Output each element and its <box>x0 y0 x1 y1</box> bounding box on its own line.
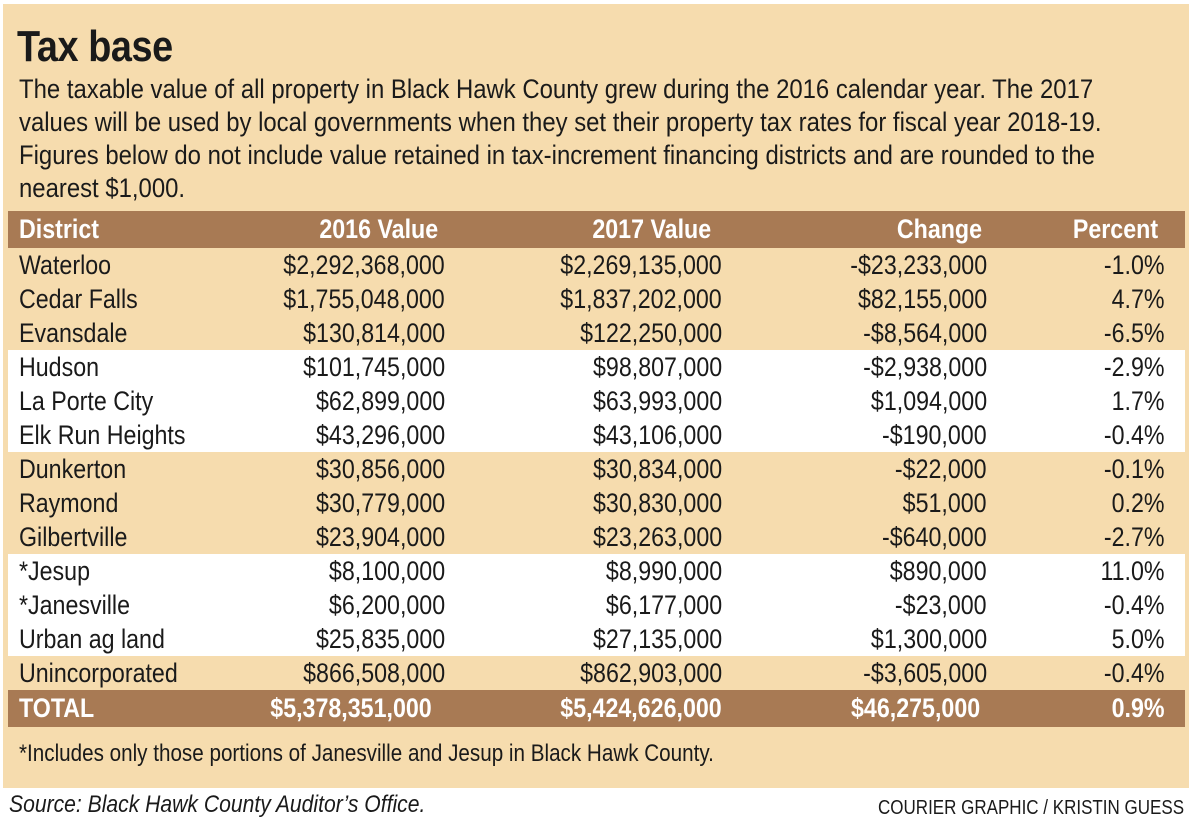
cell-2016-value: $30,779,000 <box>315 487 445 518</box>
table-row: Dunkerton $30,856,000 $30,834,000 -$22,000 -… <box>8 452 1185 486</box>
cell-percent: -6.5% <box>1104 317 1165 348</box>
cell-2016-value: $23,904,000 <box>315 521 445 552</box>
cell-2017-value: $43,106,000 <box>592 419 722 450</box>
cell-2016-value: $2,292,368,000 <box>283 249 445 280</box>
cell-2016-value: $30,856,000 <box>315 453 445 484</box>
table-row: Waterloo $2,292,368,000 $2,269,135,000 -$23… <box>8 248 1185 282</box>
cell-2016-value: $6,200,000 <box>328 589 445 620</box>
source-note: Source: Black Hawk County Auditor’s Offi… <box>9 791 426 818</box>
cell-2016-value: $8,100,000 <box>328 555 445 586</box>
cell-district: La Porte City <box>19 385 154 416</box>
cell-change: -$22,000 <box>895 453 987 484</box>
cell-change: $1,094,000 <box>870 385 987 416</box>
cell-2016-value: $62,899,000 <box>315 385 445 416</box>
cell-district: Waterloo <box>19 249 112 280</box>
total-percent: 0.9% <box>1112 693 1165 723</box>
total-2016-value: $5,378,351,000 <box>270 693 432 723</box>
table-row: La Porte City $62,899,000 $63,993,000 $1,09… <box>8 384 1185 418</box>
table-row: Hudson $101,745,000 $98,807,000 -$2,938,000… <box>8 350 1185 384</box>
cell-change: -$640,000 <box>882 521 987 552</box>
column-header-district: District <box>19 214 100 244</box>
table-total-row: TOTAL $5,378,351,000 $5,424,626,000 $46,… <box>8 690 1185 727</box>
chart-subtitle: The taxable value of all property in Bla… <box>19 74 1102 203</box>
cell-percent: 11.0% <box>1100 555 1165 586</box>
cell-percent: -2.9% <box>1104 351 1165 382</box>
cell-district: Unincorporated <box>19 657 178 688</box>
cell-change: -$2,938,000 <box>863 351 987 382</box>
cell-2017-value: $122,250,000 <box>579 317 722 348</box>
cell-2017-value: $98,807,000 <box>592 351 722 382</box>
column-header-change: Change <box>896 214 982 244</box>
cell-district: Gilbertville <box>19 521 128 552</box>
cell-change: -$23,233,000 <box>850 249 987 280</box>
cell-change: -$8,564,000 <box>863 317 987 348</box>
column-header-2016-value: 2016 Value <box>319 214 438 244</box>
cell-district: Urban ag land <box>19 623 165 654</box>
cell-2016-value: $25,835,000 <box>315 623 445 654</box>
table-header-row: District 2016 Value 2017 Value Change Pe… <box>8 211 1185 248</box>
cell-2016-value: $101,745,000 <box>302 351 445 382</box>
table-row: Gilbertville $23,904,000 $23,263,000 -$640,… <box>8 520 1185 554</box>
chart-title: Tax base <box>17 22 173 71</box>
cell-change: -$23,000 <box>895 589 987 620</box>
table-row: *Jesup $8,100,000 $8,990,000 $890,000 11.0% <box>8 554 1185 588</box>
cell-2016-value: $43,296,000 <box>315 419 445 450</box>
cell-percent: 1.7% <box>1112 385 1165 416</box>
cell-change: $1,300,000 <box>870 623 987 654</box>
cell-2017-value: $30,830,000 <box>592 487 722 518</box>
cell-district: Hudson <box>19 351 100 382</box>
cell-2017-value: $23,263,000 <box>592 521 722 552</box>
cell-2017-value: $862,903,000 <box>579 657 722 688</box>
cell-2016-value: $1,755,048,000 <box>283 283 445 314</box>
table-row: Raymond $30,779,000 $30,830,000 $51,000 0.2% <box>8 486 1185 520</box>
cell-2016-value: $866,508,000 <box>302 657 445 688</box>
cell-district: Elk Run Heights <box>19 419 186 450</box>
cell-2017-value: $1,837,202,000 <box>560 283 722 314</box>
table-row: *Janesville $6,200,000 $6,177,000 -$23,000 -… <box>8 588 1185 622</box>
total-label: TOTAL <box>19 693 95 723</box>
table-row: Elk Run Heights $43,296,000 $43,106,000 -$1… <box>8 418 1185 452</box>
total-change: $46,275,000 <box>850 693 980 723</box>
total-2017-value: $5,424,626,000 <box>560 693 722 723</box>
cell-2017-value: $63,993,000 <box>592 385 722 416</box>
cell-change: -$3,605,000 <box>863 657 987 688</box>
cell-percent: -0.4% <box>1104 419 1165 450</box>
cell-2017-value: $8,990,000 <box>605 555 722 586</box>
cell-percent: 4.7% <box>1112 283 1165 314</box>
cell-percent: -0.4% <box>1104 589 1165 620</box>
cell-district: *Janesville <box>19 589 131 620</box>
column-header-percent: Percent <box>1072 214 1158 244</box>
cell-percent: -0.4% <box>1104 657 1165 688</box>
cell-change: -$190,000 <box>882 419 987 450</box>
cell-2017-value: $2,269,135,000 <box>560 249 722 280</box>
table-row: Evansdale $130,814,000 $122,250,000 -$8,564… <box>8 316 1185 350</box>
graphic-credit: COURIER GRAPHIC / KRISTIN GUESS <box>877 797 1184 819</box>
cell-percent: -2.7% <box>1104 521 1165 552</box>
table-row: Unincorporated $866,508,000 $862,903,000 -$… <box>8 656 1185 690</box>
cell-percent: 5.0% <box>1112 623 1165 654</box>
cell-2016-value: $130,814,000 <box>302 317 445 348</box>
cell-percent: -1.0% <box>1104 249 1165 280</box>
cell-district: Evansdale <box>19 317 128 348</box>
cell-change: $82,155,000 <box>857 283 987 314</box>
table-row: Urban ag land $25,835,000 $27,135,000 $1,30… <box>8 622 1185 656</box>
cell-2017-value: $6,177,000 <box>605 589 722 620</box>
table-row: Cedar Falls $1,755,048,000 $1,837,202,000 $… <box>8 282 1185 316</box>
cell-change: $51,000 <box>903 487 987 518</box>
cell-percent: 0.2% <box>1112 487 1165 518</box>
footnote: *Includes only those portions of Janesvi… <box>19 740 714 767</box>
cell-percent: -0.1% <box>1104 453 1165 484</box>
cell-2017-value: $27,135,000 <box>592 623 722 654</box>
cell-district: Raymond <box>19 487 119 518</box>
cell-district: Dunkerton <box>19 453 127 484</box>
column-header-2017-value: 2017 Value <box>592 214 711 244</box>
cell-2017-value: $30,834,000 <box>592 453 722 484</box>
cell-district: *Jesup <box>19 555 91 586</box>
table-body: Waterloo $2,292,368,000 $2,269,135,000 -$23… <box>8 248 1185 690</box>
cell-change: $890,000 <box>890 555 987 586</box>
tax-base-table: District 2016 Value 2017 Value Change Pe… <box>8 211 1185 727</box>
cell-district: Cedar Falls <box>19 283 138 314</box>
